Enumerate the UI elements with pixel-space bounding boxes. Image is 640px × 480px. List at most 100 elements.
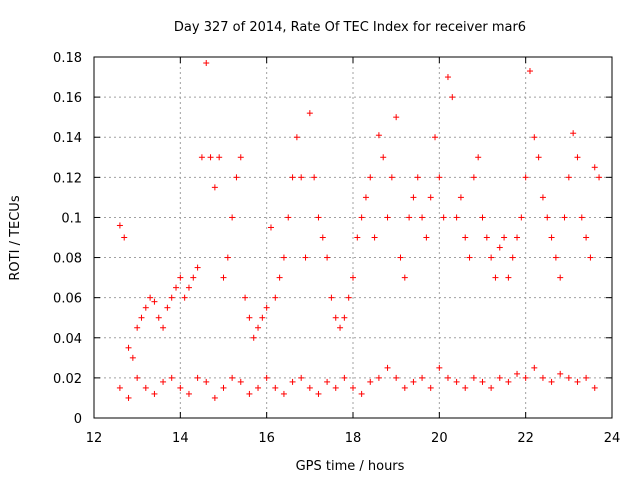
data-point <box>462 384 469 391</box>
data-points <box>116 60 603 401</box>
data-point <box>531 134 538 141</box>
data-point <box>168 294 175 301</box>
data-point <box>578 214 585 221</box>
data-point <box>267 224 274 231</box>
data-point <box>470 174 477 181</box>
data-point <box>332 314 339 321</box>
data-point <box>436 174 443 181</box>
data-point <box>565 174 572 181</box>
data-point <box>125 394 132 401</box>
data-point <box>125 344 132 351</box>
data-point <box>414 174 421 181</box>
data-point <box>514 370 521 377</box>
data-point <box>552 254 559 261</box>
data-point <box>142 304 149 311</box>
data-point <box>341 374 348 381</box>
data-point <box>190 274 197 281</box>
data-point <box>427 384 434 391</box>
data-point <box>350 384 356 391</box>
y-tick-label: 0.08 <box>53 252 82 267</box>
data-point <box>583 234 590 241</box>
data-point <box>246 390 253 397</box>
data-point <box>229 214 236 221</box>
data-point <box>306 384 313 391</box>
data-point <box>453 214 460 221</box>
data-point <box>539 374 546 381</box>
x-tick-label: 16 <box>258 431 275 446</box>
data-point <box>350 274 356 281</box>
data-point <box>272 294 279 301</box>
data-point <box>492 274 499 281</box>
data-point <box>341 314 348 321</box>
data-point <box>380 154 387 161</box>
data-point <box>367 378 374 385</box>
data-point <box>362 194 369 201</box>
data-point <box>570 130 577 137</box>
data-point <box>242 294 249 301</box>
data-point <box>388 174 395 181</box>
y-tick-label: 0.12 <box>53 171 82 186</box>
data-point <box>522 374 529 381</box>
data-point <box>539 194 546 201</box>
data-point <box>367 174 374 181</box>
data-point <box>177 384 184 391</box>
x-tick-label: 24 <box>604 431 621 446</box>
data-point <box>134 374 141 381</box>
x-tick-label: 20 <box>431 431 448 446</box>
data-point <box>419 214 426 221</box>
data-point <box>518 214 525 221</box>
data-point <box>263 304 270 311</box>
data-point <box>397 254 404 261</box>
data-point <box>393 114 400 121</box>
data-point <box>207 154 214 161</box>
data-point <box>423 234 430 241</box>
data-point <box>285 214 292 221</box>
data-point <box>475 154 482 161</box>
data-point <box>337 324 344 331</box>
data-point <box>224 254 231 261</box>
y-tick-label: 0.1 <box>61 211 82 226</box>
data-point <box>531 364 538 371</box>
data-point <box>319 234 326 241</box>
data-point <box>591 384 598 391</box>
data-point <box>298 374 305 381</box>
data-point <box>220 384 227 391</box>
data-point <box>427 194 434 201</box>
data-point <box>142 384 149 391</box>
data-point <box>211 184 218 191</box>
data-point <box>324 378 331 385</box>
data-point <box>401 274 408 281</box>
data-point <box>596 174 603 181</box>
data-point <box>371 234 378 241</box>
data-point <box>129 354 136 361</box>
data-point <box>185 390 192 397</box>
data-point <box>393 374 400 381</box>
data-point <box>535 154 542 161</box>
data-point <box>354 234 361 241</box>
data-point <box>544 214 551 221</box>
data-point <box>436 364 443 371</box>
data-point <box>315 214 322 221</box>
data-point <box>315 390 322 397</box>
data-point <box>444 74 451 81</box>
data-point <box>255 384 262 391</box>
data-point <box>548 378 555 385</box>
data-point <box>306 110 313 117</box>
data-point <box>479 378 486 385</box>
data-point <box>138 314 145 321</box>
data-point <box>466 254 473 261</box>
x-tick-label: 14 <box>172 431 189 446</box>
data-point <box>147 294 154 301</box>
data-point <box>194 374 201 381</box>
data-point <box>444 374 451 381</box>
data-point <box>440 214 447 221</box>
axis-ticks: 12 14 16 18 20 22 24 0 0.02 0.04 0.06 0.08 0.1 0.12 0.… <box>53 51 620 446</box>
data-point <box>246 314 253 321</box>
data-point <box>483 234 490 241</box>
y-tick-label: 0.14 <box>53 131 82 146</box>
data-point <box>276 274 283 281</box>
data-point <box>181 294 188 301</box>
data-point <box>160 324 167 331</box>
data-point <box>151 298 158 305</box>
